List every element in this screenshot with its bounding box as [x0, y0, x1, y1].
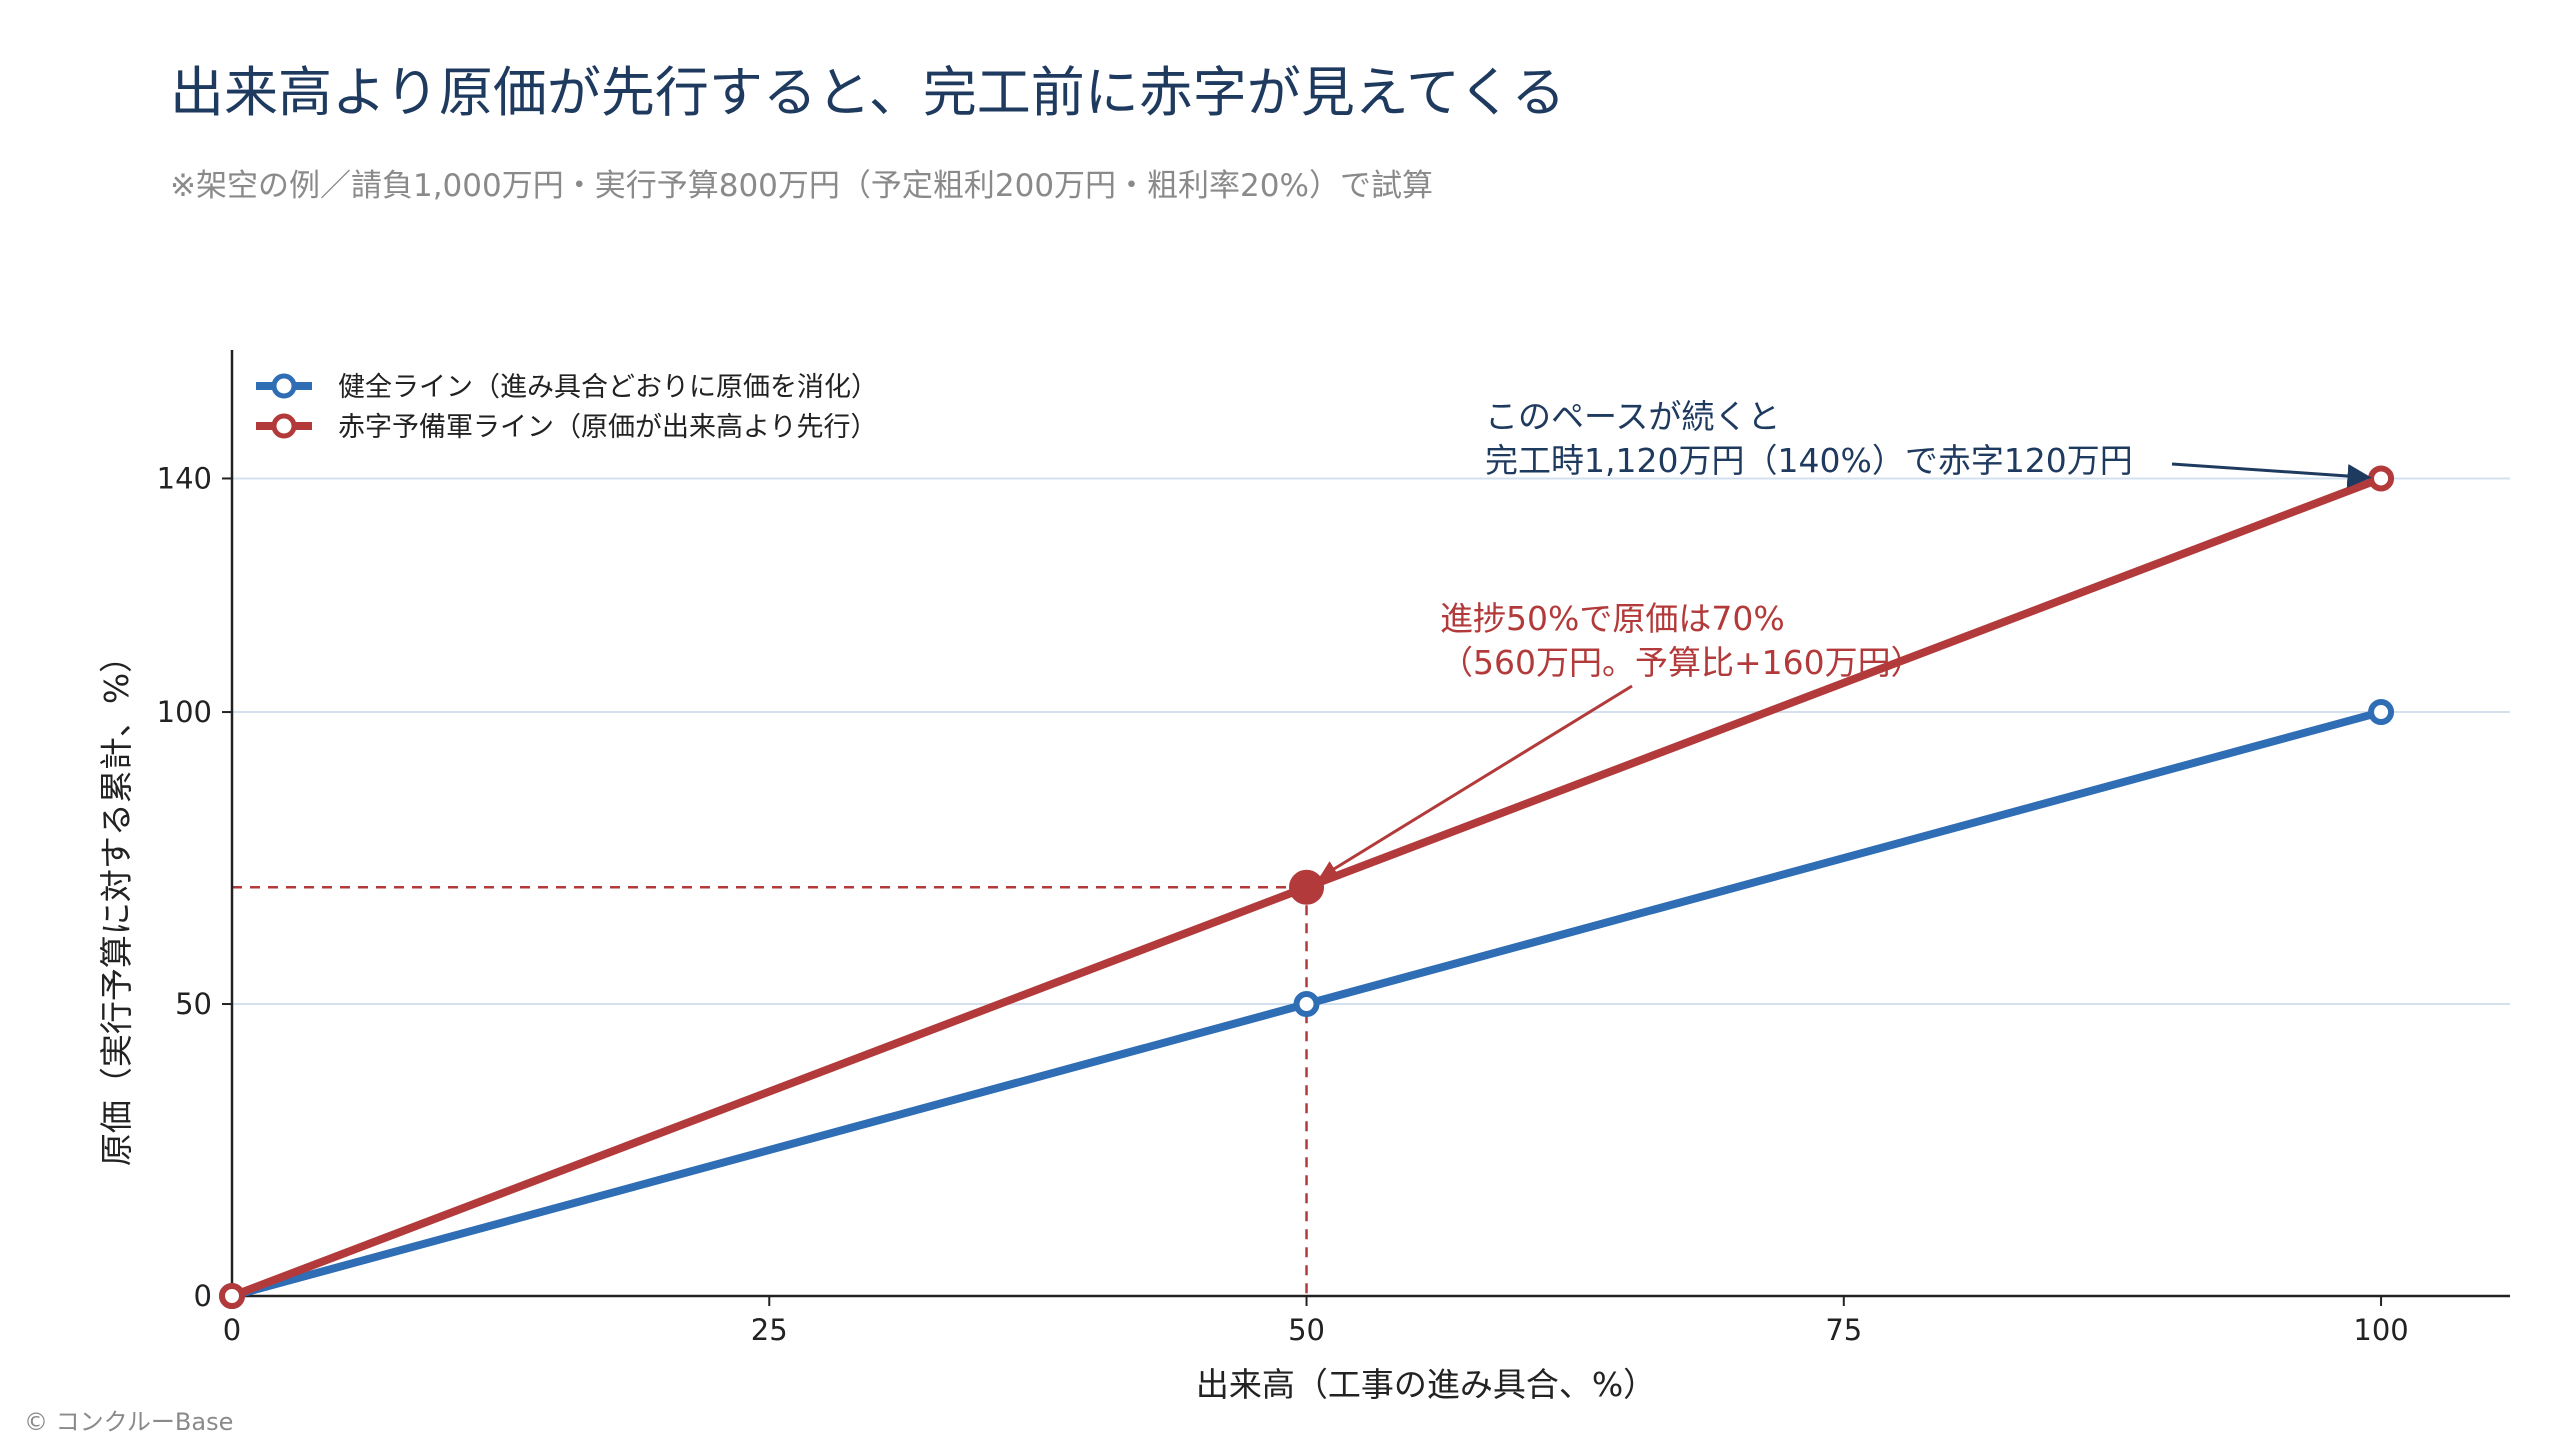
legend: 健全ライン（進み具合どおりに原価を消化） 赤字予備軍ライン（原価が出来高より先行） [256, 372, 878, 443]
axes: 0 25 50 75 100 0 50 100 140 出来高（工事の進み具合、%） 原価（実行予算… [97, 350, 2510, 1404]
x-tick-label: 0 [223, 1313, 241, 1347]
x-tick-label: 50 [1288, 1313, 1325, 1347]
annotation-completion-text: このペースが続くと [1485, 397, 1780, 436]
annotation-progress-arrow [1318, 684, 1633, 879]
page-title: 出来高より原価が先行すると、完工前に赤字が見えてくる [170, 61, 1566, 124]
annotation-progress-text: 進捗50%で原価は70% [1440, 599, 1785, 638]
guide-lines [232, 885, 1308, 1296]
legend-label: 赤字予備軍ライン（原価が出来高より先行） [338, 412, 877, 443]
copyright-credit: © コンクルーBase [24, 1408, 234, 1436]
gridlines [232, 477, 2510, 1006]
legend-label: 健全ライン（進み具合どおりに原価を消化） [338, 372, 878, 403]
highlight-point [1289, 869, 1325, 905]
page-subtitle: ※架空の例／請負1,000万円・実行予算800万円（予定粗利200万円・粗利率2… [170, 168, 1433, 204]
y-tick-label: 50 [175, 987, 212, 1021]
y-tick-label: 140 [157, 461, 212, 495]
data-point [2368, 465, 2395, 492]
annotations: 進捗50%で原価は70% （560万円。予算比+160万円） このペースが続くと完工… [1318, 397, 2372, 879]
data-point [1293, 991, 1320, 1018]
y-axis-label: 原価（実行予算に対する累計、%） [97, 640, 136, 1166]
data-point [2368, 699, 2395, 726]
data-point [219, 1283, 245, 1309]
annotation-completion-text: 完工時1,120万円（140%）で赤字120万円 [1485, 441, 2133, 480]
y-tick-label: 0 [194, 1279, 212, 1313]
x-axis-label: 出来高（工事の進み具合、%） [1196, 1365, 1656, 1404]
annotation-progress-text: （560万円。予算比+160万円） [1440, 643, 1924, 682]
series-lines [219, 465, 2395, 1309]
legend-swatch-marker [271, 413, 297, 439]
annotation-completion-arrow [2171, 462, 2372, 488]
x-tick-label: 25 [751, 1313, 788, 1347]
y-tick-label: 100 [157, 695, 212, 729]
x-tick-label: 75 [1825, 1313, 1862, 1347]
legend-swatch-marker [271, 373, 297, 399]
x-tick-label: 100 [2353, 1313, 2408, 1347]
